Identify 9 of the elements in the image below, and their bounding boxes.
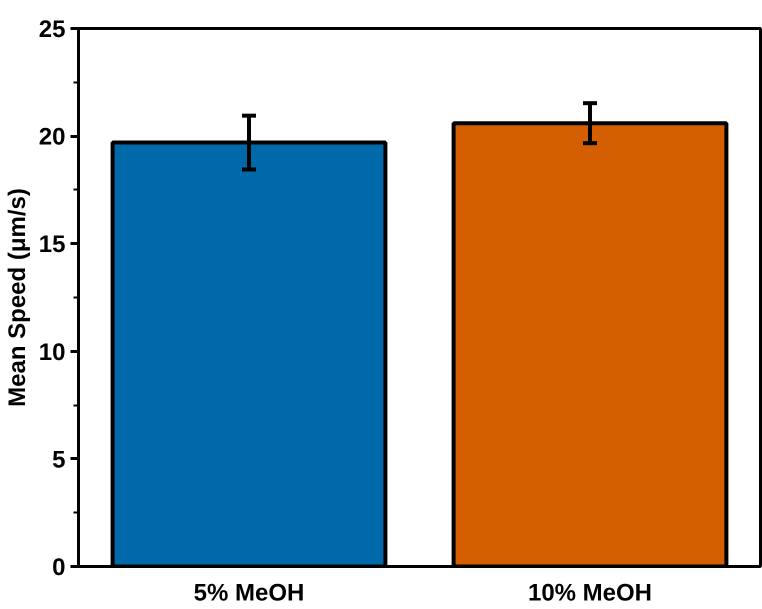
y-tick-label: 0 <box>52 554 66 581</box>
x-tick-label: 10% MeOH <box>528 580 652 606</box>
y-tick-label: 10 <box>38 338 66 366</box>
x-tick-label: 5% MeOH <box>194 580 304 606</box>
y-tick-label: 20 <box>38 124 66 151</box>
y-tick-label: 25 <box>38 16 66 43</box>
y-tick-label: 5 <box>52 446 66 474</box>
y-tick-label: 15 <box>38 231 66 258</box>
y-axis-title: Mean Speed (μm/s) <box>4 188 31 407</box>
